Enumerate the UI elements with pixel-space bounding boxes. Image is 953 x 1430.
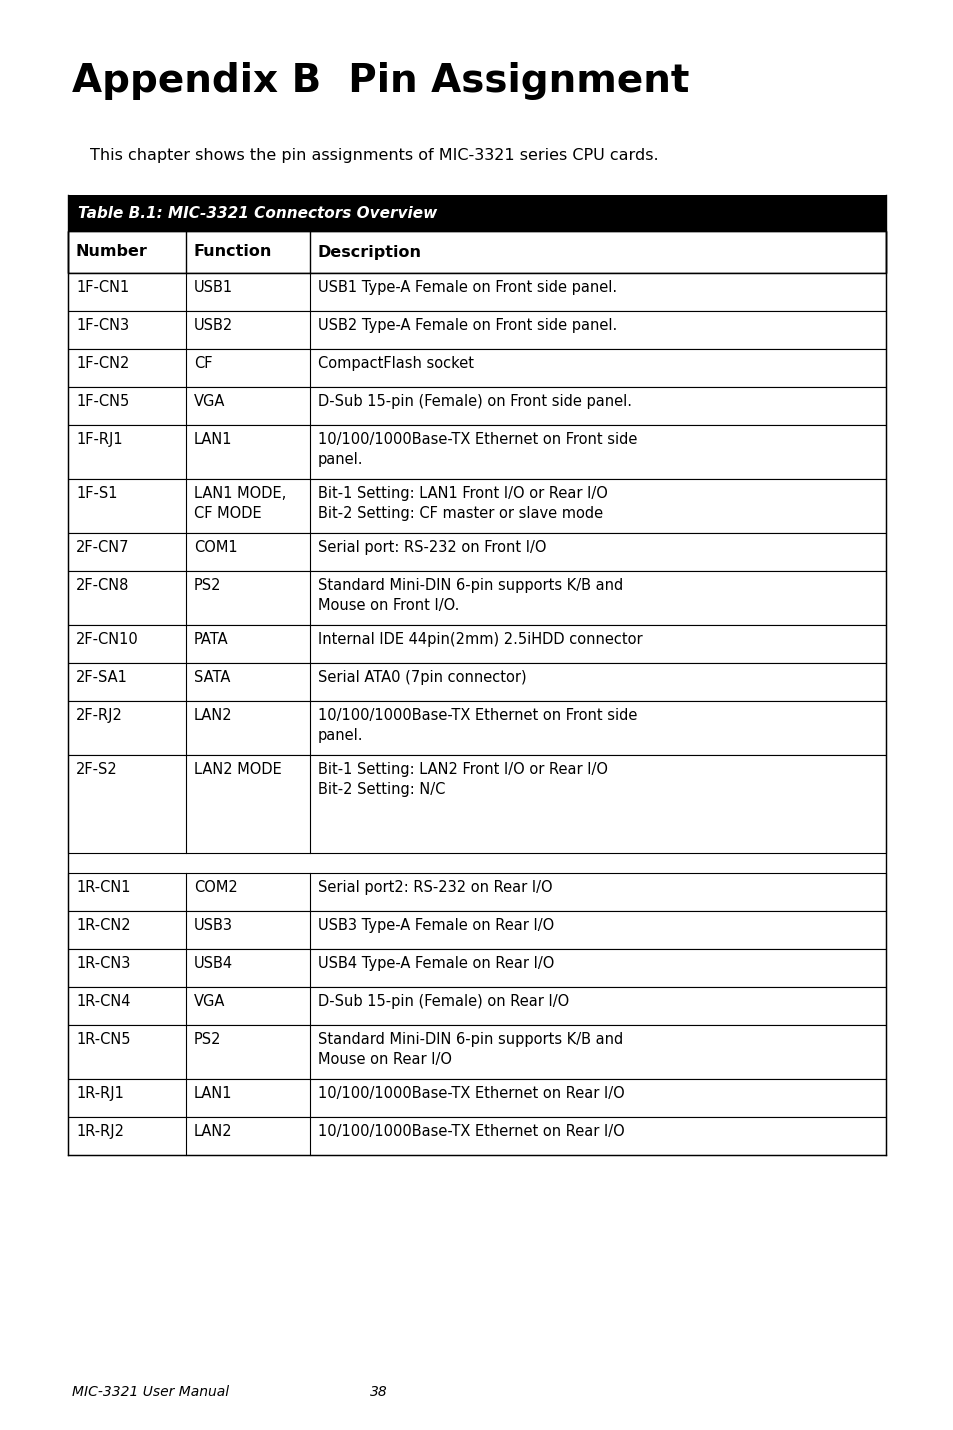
- Text: 10/100/1000Base-TX Ethernet on Rear I/O: 10/100/1000Base-TX Ethernet on Rear I/O: [317, 1085, 624, 1101]
- Text: Standard Mini-DIN 6-pin supports K/B and
Mouse on Rear I/O: Standard Mini-DIN 6-pin supports K/B and…: [317, 1032, 622, 1067]
- Bar: [68, 987, 885, 1025]
- Text: D-Sub 15-pin (Female) on Rear I/O: D-Sub 15-pin (Female) on Rear I/O: [317, 994, 569, 1010]
- Text: USB4 Type-A Female on Rear I/O: USB4 Type-A Female on Rear I/O: [317, 957, 554, 971]
- Text: PS2: PS2: [193, 1032, 221, 1047]
- Text: LAN2: LAN2: [193, 708, 233, 724]
- Text: LAN1 MODE,
CF MODE: LAN1 MODE, CF MODE: [193, 486, 286, 521]
- Text: 2F-SA1: 2F-SA1: [76, 671, 128, 685]
- Text: 10/100/1000Base-TX Ethernet on Front side
panel.: 10/100/1000Base-TX Ethernet on Front sid…: [317, 432, 637, 466]
- Text: 38: 38: [370, 1386, 387, 1399]
- Text: 2F-CN7: 2F-CN7: [76, 541, 130, 555]
- Text: LAN2 MODE: LAN2 MODE: [193, 762, 281, 776]
- Text: 1R-RJ1: 1R-RJ1: [76, 1085, 124, 1101]
- Bar: [68, 310, 885, 349]
- Text: 1F-CN5: 1F-CN5: [76, 395, 129, 409]
- Text: 1R-CN4: 1R-CN4: [76, 994, 131, 1010]
- Text: USB3 Type-A Female on Rear I/O: USB3 Type-A Female on Rear I/O: [317, 918, 554, 932]
- Text: USB1: USB1: [193, 280, 233, 295]
- Bar: [68, 701, 885, 755]
- Text: CompactFlash socket: CompactFlash socket: [317, 356, 474, 370]
- Text: MIC-3321 User Manual: MIC-3321 User Manual: [71, 1386, 229, 1399]
- Text: COM2: COM2: [193, 879, 237, 895]
- Text: LAN1: LAN1: [193, 1085, 233, 1101]
- Text: 1R-CN3: 1R-CN3: [76, 957, 131, 971]
- Bar: [68, 755, 885, 854]
- Text: 2F-CN8: 2F-CN8: [76, 578, 130, 593]
- Text: VGA: VGA: [193, 395, 225, 409]
- Text: Number: Number: [76, 245, 148, 259]
- Text: Table B.1: MIC-3321 Connectors Overview: Table B.1: MIC-3321 Connectors Overview: [78, 206, 436, 220]
- Text: USB2: USB2: [193, 317, 233, 333]
- Bar: [68, 388, 885, 425]
- Text: PATA: PATA: [193, 632, 229, 646]
- Bar: [68, 625, 885, 664]
- Bar: [68, 911, 885, 950]
- Text: 1F-CN1: 1F-CN1: [76, 280, 129, 295]
- Text: USB2 Type-A Female on Front side panel.: USB2 Type-A Female on Front side panel.: [317, 317, 617, 333]
- Text: Serial port2: RS-232 on Rear I/O: Serial port2: RS-232 on Rear I/O: [317, 879, 552, 895]
- Text: USB1 Type-A Female on Front side panel.: USB1 Type-A Female on Front side panel.: [317, 280, 617, 295]
- Text: Bit-1 Setting: LAN2 Front I/O or Rear I/O
Bit-2 Setting: N/C: Bit-1 Setting: LAN2 Front I/O or Rear I/…: [317, 762, 607, 797]
- Text: USB3: USB3: [193, 918, 233, 932]
- Bar: [68, 1025, 885, 1080]
- Text: SATA: SATA: [193, 671, 230, 685]
- Text: LAN2: LAN2: [193, 1124, 233, 1140]
- Text: 2F-S2: 2F-S2: [76, 762, 117, 776]
- Bar: [68, 571, 885, 625]
- Bar: [68, 349, 885, 388]
- Text: This chapter shows the pin assignments of MIC-3321 series CPU cards.: This chapter shows the pin assignments o…: [90, 147, 658, 163]
- Text: 1F-CN3: 1F-CN3: [76, 317, 129, 333]
- Bar: [68, 194, 885, 232]
- Bar: [68, 872, 885, 911]
- Text: Bit-1 Setting: LAN1 Front I/O or Rear I/O
Bit-2 Setting: CF master or slave mode: Bit-1 Setting: LAN1 Front I/O or Rear I/…: [317, 486, 607, 521]
- Text: 1F-RJ1: 1F-RJ1: [76, 432, 123, 448]
- Text: 1F-CN2: 1F-CN2: [76, 356, 130, 370]
- Text: Function: Function: [193, 245, 273, 259]
- Text: 2F-RJ2: 2F-RJ2: [76, 708, 123, 724]
- Text: LAN1: LAN1: [193, 432, 233, 448]
- Bar: [68, 950, 885, 987]
- Bar: [68, 232, 885, 273]
- Bar: [68, 1080, 885, 1117]
- Text: 1R-CN5: 1R-CN5: [76, 1032, 131, 1047]
- Text: Serial ATA0 (7pin connector): Serial ATA0 (7pin connector): [317, 671, 526, 685]
- Text: PS2: PS2: [193, 578, 221, 593]
- Text: Internal IDE 44pin(2mm) 2.5iHDD connector: Internal IDE 44pin(2mm) 2.5iHDD connecto…: [317, 632, 642, 646]
- Bar: [68, 425, 885, 479]
- Text: Appendix B  Pin Assignment: Appendix B Pin Assignment: [71, 61, 689, 100]
- Text: 1R-CN1: 1R-CN1: [76, 879, 131, 895]
- Bar: [68, 273, 885, 310]
- Bar: [68, 479, 885, 533]
- Text: 1R-CN2: 1R-CN2: [76, 918, 131, 932]
- Text: USB4: USB4: [193, 957, 233, 971]
- Text: 1R-RJ2: 1R-RJ2: [76, 1124, 124, 1140]
- Text: COM1: COM1: [193, 541, 237, 555]
- Text: D-Sub 15-pin (Female) on Front side panel.: D-Sub 15-pin (Female) on Front side pane…: [317, 395, 631, 409]
- Text: Serial port: RS-232 on Front I/O: Serial port: RS-232 on Front I/O: [317, 541, 546, 555]
- Bar: [68, 232, 885, 273]
- Text: 10/100/1000Base-TX Ethernet on Rear I/O: 10/100/1000Base-TX Ethernet on Rear I/O: [317, 1124, 624, 1140]
- Text: 2F-CN10: 2F-CN10: [76, 632, 138, 646]
- Text: Description: Description: [317, 245, 421, 259]
- Bar: [68, 664, 885, 701]
- Text: 10/100/1000Base-TX Ethernet on Front side
panel.: 10/100/1000Base-TX Ethernet on Front sid…: [317, 708, 637, 742]
- Bar: [68, 1117, 885, 1155]
- Text: Standard Mini-DIN 6-pin supports K/B and
Mouse on Front I/O.: Standard Mini-DIN 6-pin supports K/B and…: [317, 578, 622, 613]
- Text: 1F-S1: 1F-S1: [76, 486, 117, 500]
- Text: CF: CF: [193, 356, 213, 370]
- Bar: [68, 533, 885, 571]
- Text: VGA: VGA: [193, 994, 225, 1010]
